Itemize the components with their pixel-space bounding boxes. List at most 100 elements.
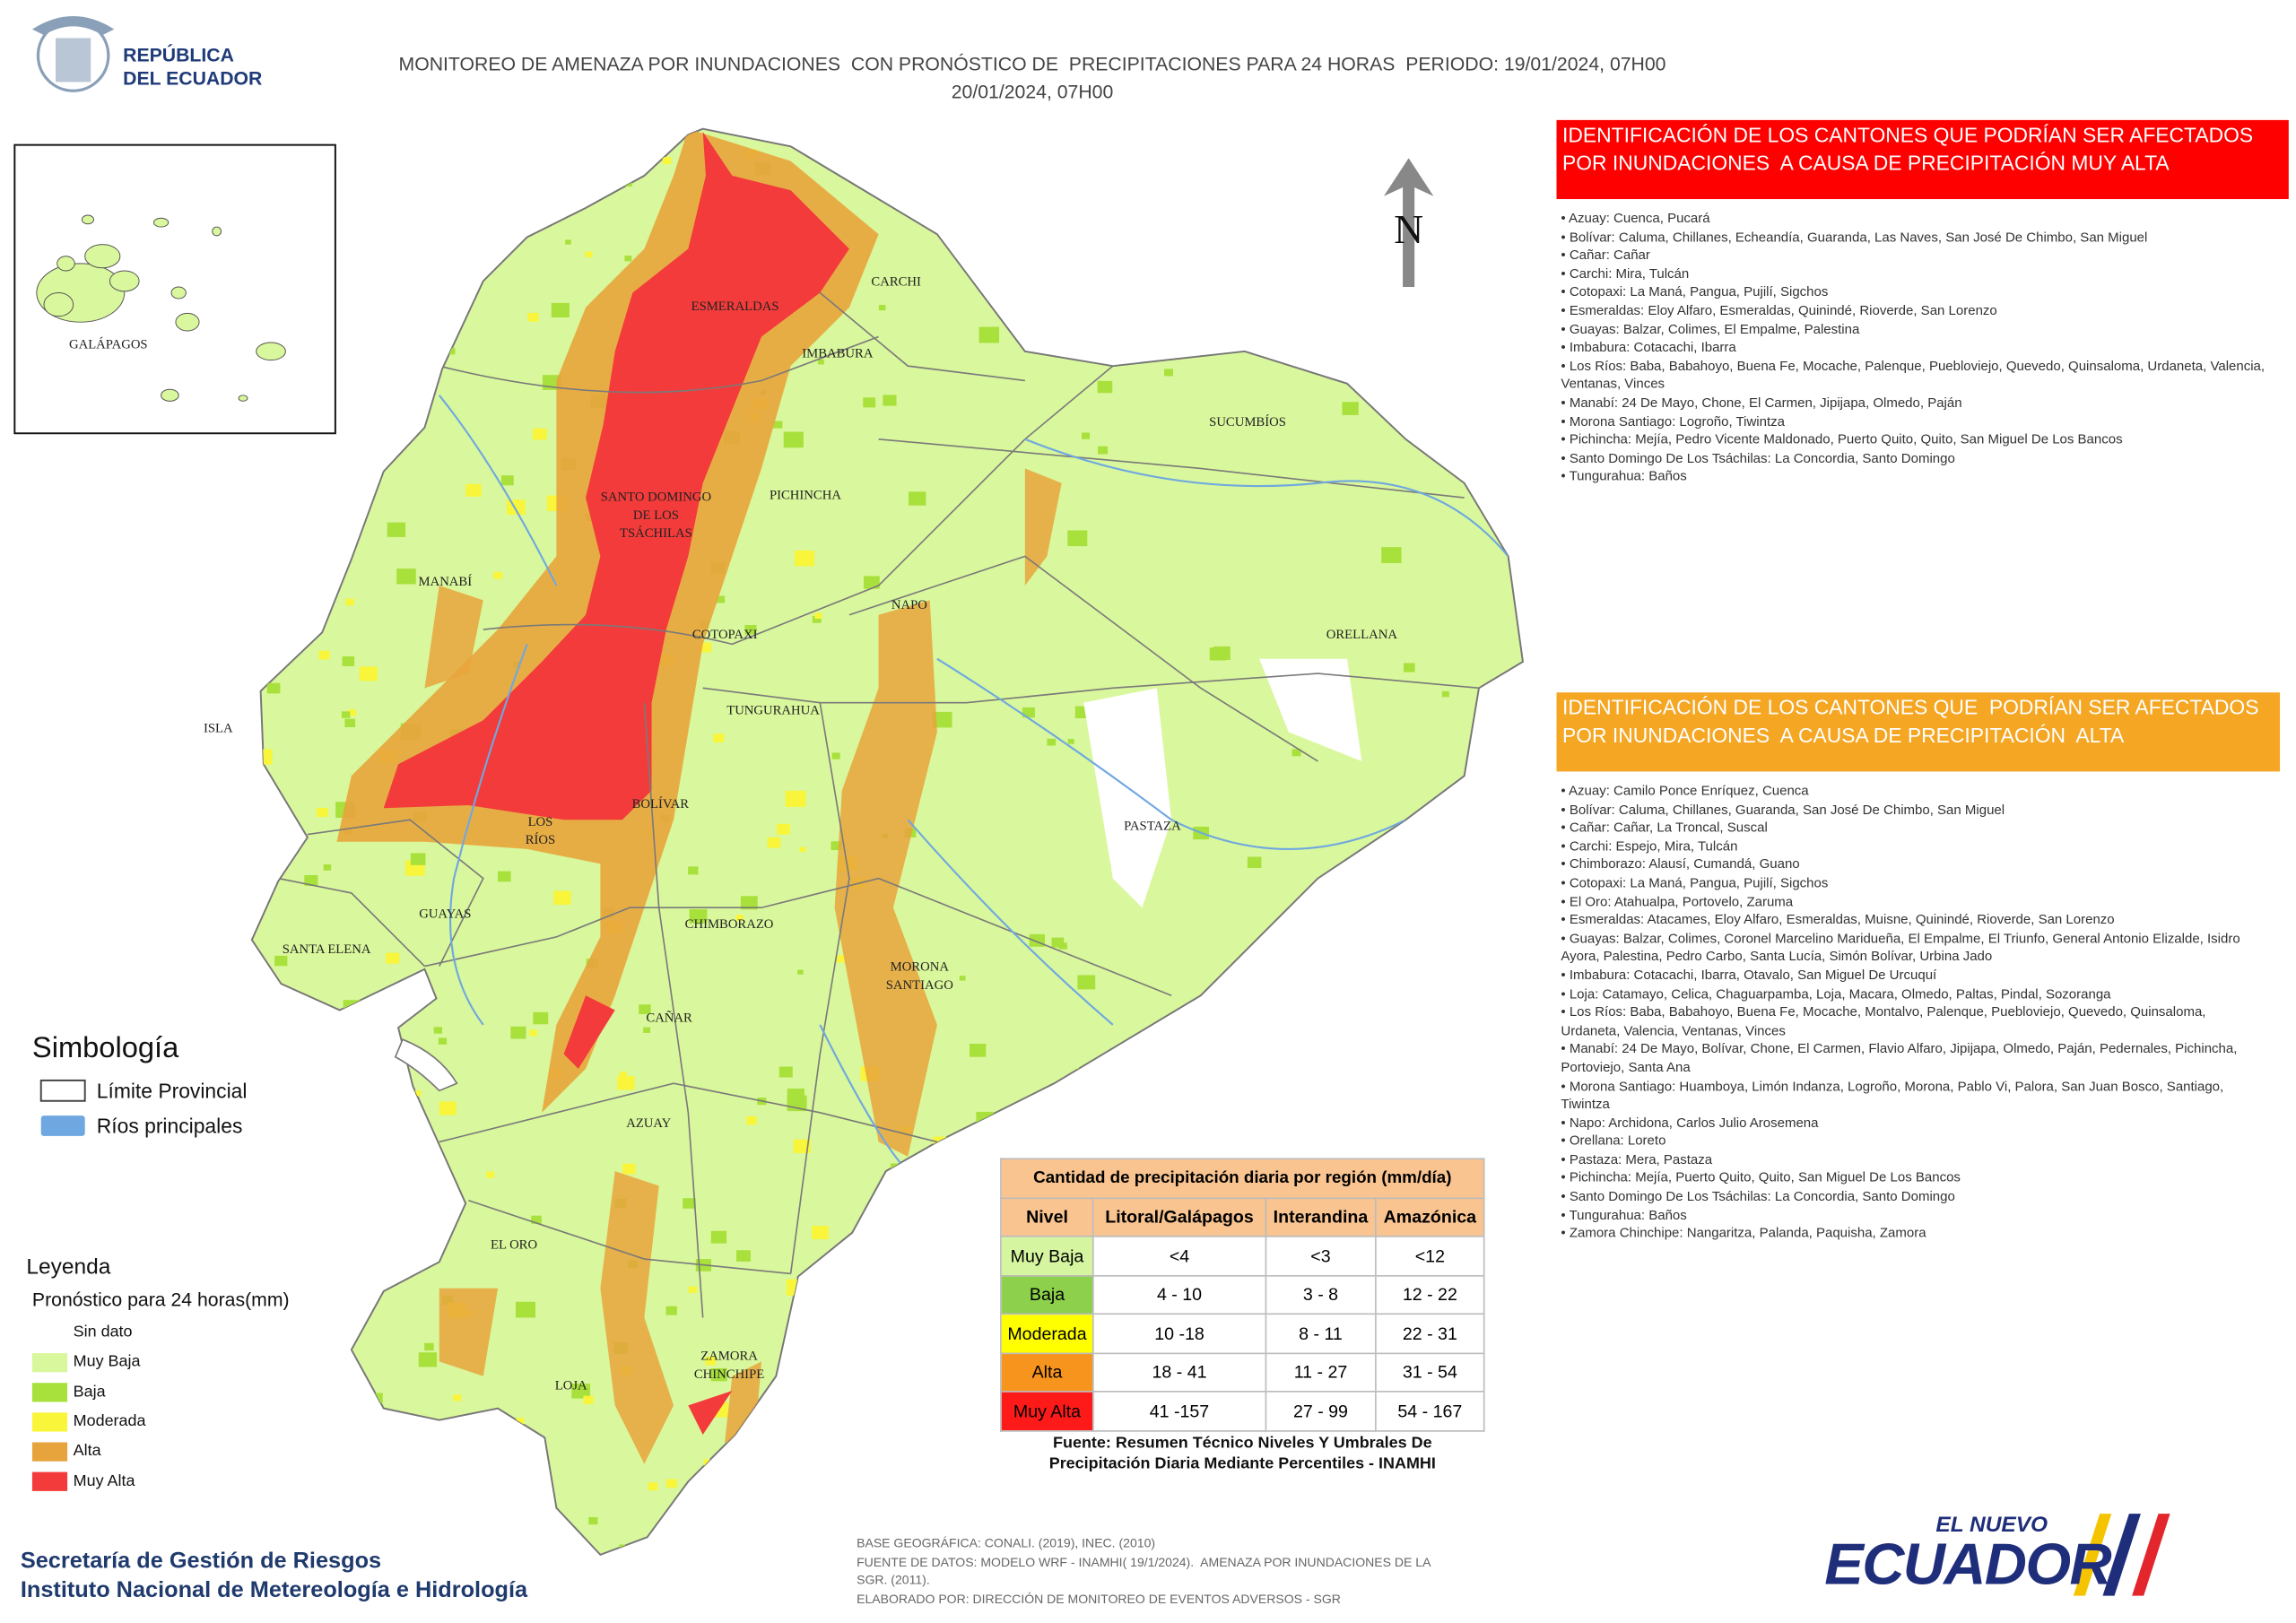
table-title-row: Cantidad de precipitación diaria por reg… — [1000, 1158, 1485, 1199]
hazard-cell — [298, 1301, 307, 1308]
hazard-cell — [342, 656, 355, 666]
hazard-cell — [433, 1027, 442, 1034]
hazard-cell — [280, 1353, 293, 1365]
island — [81, 214, 94, 225]
river — [449, 643, 528, 1026]
hazard-cell — [1091, 276, 1100, 284]
hazard-cell — [352, 273, 360, 279]
hazard-cell — [532, 428, 547, 440]
table-cell: <4 — [1092, 1235, 1266, 1276]
province-label: ESMERALDAS — [691, 299, 779, 314]
hazard-cell — [283, 1195, 299, 1209]
hazard-cell — [394, 375, 404, 383]
hazard-cell — [1473, 422, 1488, 434]
hazard-cell — [1453, 404, 1462, 411]
hazard-cell — [351, 285, 359, 291]
panel-item: Orellana: Loreto — [1561, 1132, 2266, 1150]
panel-item: Loja: Catamayo, Celica, Chaguarpamba, Lo… — [1561, 985, 2266, 1003]
table-cell: 12 - 22 — [1375, 1274, 1485, 1315]
hazard-muy-alta — [383, 131, 849, 820]
hazard-cell — [689, 908, 708, 924]
hazard-cell — [410, 853, 426, 865]
hazard-cell — [268, 1213, 278, 1221]
hazard-cell — [1077, 1068, 1094, 1082]
province-label: IMBABURA — [802, 346, 874, 360]
hazard-cell — [585, 251, 593, 257]
hazard-cell — [862, 1304, 880, 1319]
hazard-cell — [797, 969, 804, 975]
panel-item: Cañar: Cañar, La Troncal, Suscal — [1561, 819, 2266, 838]
hazard-cell — [1326, 1097, 1341, 1109]
table-header-row: Nivel Litoral/Galápagos Interandina Amazóni… — [1000, 1196, 1485, 1237]
hazard-cell — [500, 475, 514, 486]
panel-item: Cotopaxi: La Maná, Pangua, Pujilí, Sigch… — [1561, 874, 2266, 893]
province-label: GUAYAS — [419, 907, 471, 922]
inset-label: GALÁPAGOS — [69, 337, 148, 352]
island — [43, 292, 74, 317]
hazard-cell — [795, 550, 814, 567]
logo-text: DEL ECUADOR — [123, 69, 262, 90]
hazard-cell — [793, 1139, 811, 1153]
panel-item: Carchi: Espejo, Mira, Tulcán — [1561, 838, 2266, 856]
hazard-cell — [799, 846, 806, 853]
hazard-cell — [683, 1198, 696, 1209]
hazard-cell — [553, 890, 571, 905]
hazard-cell — [783, 431, 804, 448]
table-header: Amazónica — [1375, 1196, 1485, 1237]
hazard-cell — [481, 1422, 494, 1434]
hazard-cell — [814, 612, 822, 620]
hazard-muy-alta — [563, 995, 615, 1069]
hazard-cell — [710, 1230, 727, 1244]
footer-org: Instituto Nacional de Metereología e Hid… — [20, 1577, 528, 1603]
hazard-cell — [1116, 1143, 1127, 1153]
hazard-cell — [1438, 1486, 1452, 1497]
hazard-cell — [746, 1115, 757, 1125]
table-cell: 41 -157 — [1092, 1391, 1266, 1431]
brand-big: ECUADOR — [1824, 1532, 2111, 1598]
hazard-cell — [260, 1241, 268, 1248]
hazard-cell — [386, 952, 400, 964]
province-label: ORELLANA — [1326, 628, 1398, 642]
hazard-cell — [516, 1418, 525, 1425]
hazard-cell — [523, 187, 536, 197]
hazard-cell — [388, 413, 401, 423]
hazard-cell — [817, 359, 824, 365]
hazard-cell — [971, 1240, 991, 1255]
hazard-cell — [1423, 161, 1443, 178]
hazard-cell — [1022, 707, 1035, 718]
hazard-cell — [518, 1477, 535, 1490]
hazard-cell — [812, 615, 822, 623]
river — [1024, 438, 1509, 558]
hazard-cell — [648, 1482, 658, 1490]
panel-item: Pastaza: Mera, Pastaza — [1561, 1150, 2266, 1169]
hazard-cell — [909, 491, 926, 506]
panel-item: Manabí: 24 De Mayo, Bolívar, Chone, El C… — [1561, 1040, 2266, 1077]
logo-shield — [56, 38, 91, 82]
table-cell: 10 -18 — [1092, 1313, 1266, 1354]
hazard-cell — [387, 522, 406, 537]
hazard-cell — [639, 1004, 651, 1014]
hazard-cell — [413, 1090, 422, 1097]
panel-item: Morona Santiago: Huamboya, Limón Indanza… — [1561, 1077, 2266, 1114]
hazard-cell — [940, 1276, 952, 1286]
river — [907, 819, 1114, 1026]
hazard-cell — [1211, 1535, 1230, 1550]
hazard-cell — [1047, 738, 1057, 746]
table-title: Cantidad de precipitación diaria por reg… — [1000, 1158, 1485, 1199]
panel-header: IDENTIFICACIÓN DE LOS CANTONES QUE PODRÍ… — [1556, 119, 2289, 200]
footer-credit: SGR. (2011). — [857, 1572, 930, 1588]
brand-stripe — [2132, 1514, 2170, 1596]
hazard-cell — [1468, 1512, 1487, 1527]
panel-item: Cotopaxi: La Maná, Pangua, Pujilí, Sigch… — [1561, 283, 2266, 302]
panel-item: Imbabura: Cotacachi, Ibarra — [1561, 338, 2266, 357]
hazard-cell — [1498, 1531, 1516, 1545]
province-limit — [483, 365, 1114, 646]
hazard-cell — [266, 682, 281, 694]
hazard-cell — [1082, 432, 1091, 439]
panel-item: Guayas: Balzar, Colimes, El Empalme, Pal… — [1561, 320, 2266, 339]
hazard-cell — [506, 499, 526, 516]
hazard-cell — [323, 864, 332, 871]
hazard-cell — [497, 871, 511, 882]
panel-list: Azuay: Cuenca, PucaráBolívar: Caluma, Ch… — [1561, 209, 2266, 485]
